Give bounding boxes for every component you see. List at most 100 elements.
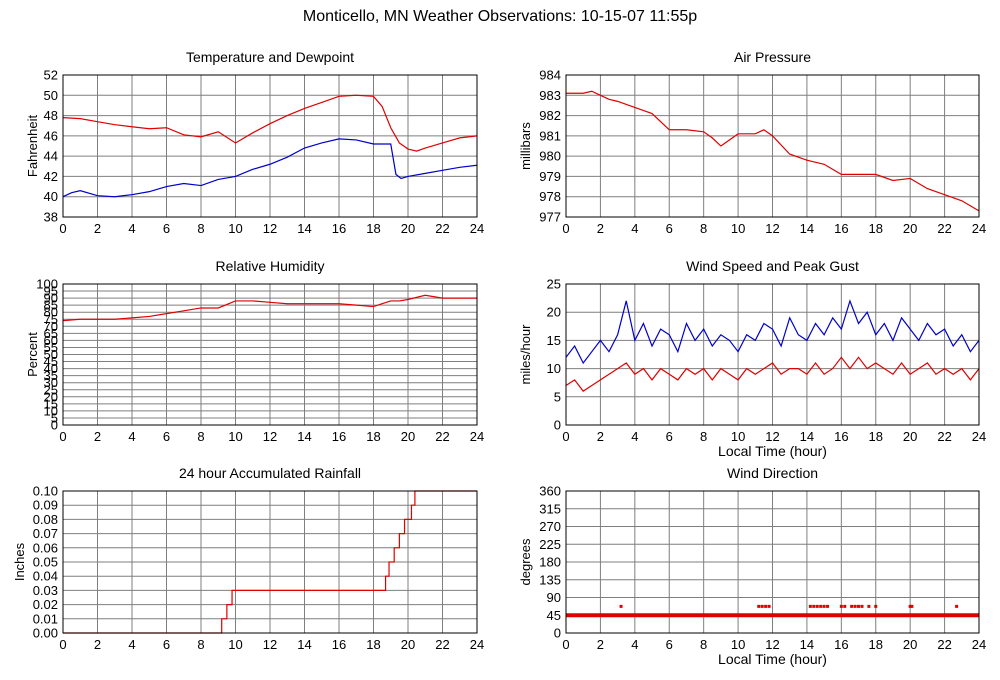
y-tick-label: 0.05 bbox=[33, 555, 58, 570]
chart-title: Temperature and Dewpoint bbox=[186, 49, 354, 65]
x-tick-label: 24 bbox=[470, 637, 484, 652]
y-tick-label: 40 bbox=[44, 361, 58, 376]
x-tick-label: 0 bbox=[59, 637, 66, 652]
x-tick-label: 24 bbox=[470, 221, 484, 236]
x-tick-label: 22 bbox=[937, 429, 951, 444]
x-tick-label: 12 bbox=[263, 221, 277, 236]
x-tick-label: 16 bbox=[834, 637, 848, 652]
data-point bbox=[850, 604, 854, 608]
data-point bbox=[826, 604, 830, 608]
y-axis-label: Percent bbox=[25, 332, 40, 377]
y-tick-label: 45 bbox=[547, 608, 561, 623]
data-point bbox=[619, 604, 623, 608]
series-line-red bbox=[62, 94, 478, 152]
plot-frame bbox=[565, 283, 980, 426]
x-tick-label: 22 bbox=[435, 637, 449, 652]
y-axis-label: degrees bbox=[518, 538, 533, 585]
y-tick-label: 25 bbox=[547, 277, 561, 292]
y-tick-label: 5 bbox=[51, 410, 58, 425]
x-tick-label: 2 bbox=[597, 221, 604, 236]
series-line-blue bbox=[565, 299, 980, 365]
data-point bbox=[822, 604, 826, 608]
x-tick-label: 14 bbox=[297, 221, 311, 236]
data-point bbox=[910, 604, 914, 608]
x-tick-label: 10 bbox=[731, 429, 745, 444]
x-tick-label: 20 bbox=[903, 221, 917, 236]
y-tick-label: 20 bbox=[547, 305, 561, 320]
data-point bbox=[764, 604, 768, 608]
y-tick-label: 315 bbox=[539, 501, 561, 516]
x-tick-label: 24 bbox=[972, 637, 986, 652]
series-line-blue bbox=[62, 138, 478, 198]
y-tick-label: 984 bbox=[539, 68, 561, 83]
x-tick-label: 8 bbox=[197, 429, 204, 444]
x-tick-label: 0 bbox=[59, 221, 66, 236]
y-tick-label: 0 bbox=[51, 418, 58, 433]
x-tick-label: 22 bbox=[435, 429, 449, 444]
y-tick-label: 40 bbox=[44, 189, 58, 204]
x-tick-label: 14 bbox=[800, 221, 814, 236]
x-tick-label: 6 bbox=[163, 429, 170, 444]
x-tick-label: 6 bbox=[666, 637, 673, 652]
x-tick-label: 18 bbox=[869, 221, 883, 236]
x-tick-label: 2 bbox=[94, 221, 101, 236]
y-tick-label: 20 bbox=[44, 389, 58, 404]
x-tick-label: 4 bbox=[631, 429, 638, 444]
data-point bbox=[843, 604, 847, 608]
x-tick-label: 18 bbox=[366, 221, 380, 236]
data-point bbox=[812, 604, 816, 608]
y-tick-label: 10 bbox=[44, 403, 58, 418]
x-tick-label: 2 bbox=[94, 429, 101, 444]
x-tick-label: 2 bbox=[597, 429, 604, 444]
y-tick-label: 100 bbox=[36, 277, 58, 292]
data-point bbox=[908, 604, 912, 608]
y-tick-label: 45 bbox=[44, 354, 58, 369]
x-tick-label: 18 bbox=[869, 637, 883, 652]
y-tick-label: 981 bbox=[539, 128, 561, 143]
x-tick-label: 2 bbox=[94, 637, 101, 652]
x-tick-label: 14 bbox=[297, 637, 311, 652]
x-tick-label: 14 bbox=[800, 637, 814, 652]
x-tick-label: 20 bbox=[903, 429, 917, 444]
data-point bbox=[857, 604, 861, 608]
y-tick-label: 0.08 bbox=[33, 512, 58, 527]
y-tick-label: 44 bbox=[44, 149, 58, 164]
data-point bbox=[839, 604, 843, 608]
x-tick-label: 10 bbox=[228, 429, 242, 444]
data-point bbox=[815, 604, 819, 608]
x-tick-label: 18 bbox=[869, 429, 883, 444]
y-tick-label: 982 bbox=[539, 108, 561, 123]
plot-frame bbox=[62, 283, 478, 426]
y-tick-label: 25 bbox=[44, 382, 58, 397]
page-title: Monticello, MN Weather Observations: 10-… bbox=[302, 8, 698, 25]
data-point bbox=[808, 604, 812, 608]
y-tick-label: 52 bbox=[44, 68, 58, 83]
y-tick-label: 80 bbox=[44, 305, 58, 320]
x-tick-label: 0 bbox=[562, 637, 569, 652]
y-tick-label: 15 bbox=[547, 333, 561, 348]
x-tick-label: 10 bbox=[731, 221, 745, 236]
x-tick-label: 6 bbox=[666, 221, 673, 236]
y-tick-label: 225 bbox=[539, 537, 561, 552]
x-tick-label: 22 bbox=[937, 637, 951, 652]
plot-frame bbox=[62, 490, 478, 634]
y-axis-label: Fahrenheit bbox=[25, 115, 40, 178]
y-tick-label: 75 bbox=[44, 312, 58, 327]
x-tick-label: 24 bbox=[972, 429, 986, 444]
y-tick-label: 15 bbox=[44, 396, 58, 411]
y-tick-label: 0.06 bbox=[33, 540, 58, 555]
x-tick-label: 4 bbox=[631, 221, 638, 236]
data-point bbox=[757, 604, 761, 608]
y-tick-label: 55 bbox=[44, 340, 58, 355]
chart-title: Air Pressure bbox=[734, 49, 811, 65]
x-tick-label: 14 bbox=[297, 429, 311, 444]
plot-frame bbox=[565, 74, 980, 218]
x-tick-label: 16 bbox=[332, 429, 346, 444]
y-tick-label: 42 bbox=[44, 169, 58, 184]
x-tick-label: 20 bbox=[401, 221, 415, 236]
